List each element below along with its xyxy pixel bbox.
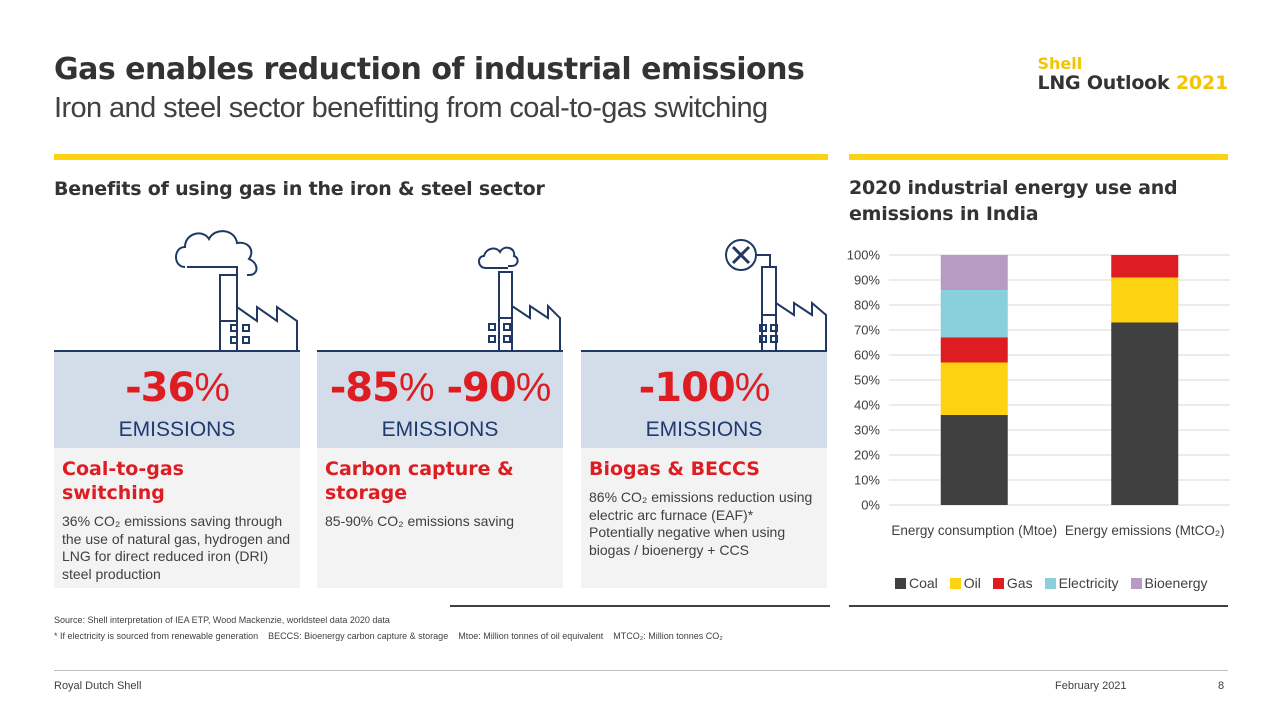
- brand-logo: Shell LNG Outlook 2021: [1037, 54, 1228, 94]
- emission-reduction-value: -36%: [125, 365, 230, 411]
- bar-segment-oil: [940, 362, 1008, 415]
- right-accent-bar: [849, 154, 1228, 160]
- bar-segment-coal: [940, 415, 1008, 505]
- legend-swatch: [895, 577, 906, 589]
- factory-cloud-small-icon: [478, 246, 561, 351]
- card-heading: Biogas & BECCS: [589, 458, 760, 480]
- y-tick-label: 70%: [854, 323, 880, 338]
- bar-segment-bioenergy: [940, 255, 1008, 290]
- right-heading-line1: 2020 industrial energy use and: [849, 177, 1178, 199]
- legend-item: Coal: [895, 575, 938, 591]
- card-carbon-capture: -85% -90% EMISSIONS Carbon capture & sto…: [317, 350, 563, 588]
- bar-segment-gas: [940, 337, 1008, 363]
- legend-swatch: [1130, 577, 1142, 589]
- right-divider: [849, 605, 1228, 607]
- footer-date: February 2021: [1055, 680, 1127, 692]
- legend-item: Oil: [949, 575, 981, 591]
- abbreviations-note: * If electricity is sourced from renewab…: [54, 631, 723, 641]
- chart-legend: Coal Oil Gas Electricity Bioenergy: [895, 575, 1208, 591]
- y-tick-label: 0%: [861, 498, 880, 513]
- bar-segment-coal: [1111, 322, 1179, 505]
- y-tick-label: 100%: [847, 248, 881, 263]
- card-heading: Coal-to-gas switching: [62, 458, 184, 504]
- legend-label: Bioenergy: [1144, 575, 1208, 591]
- legend-swatch: [992, 577, 1004, 589]
- factory-cloud-large-icon: [175, 230, 298, 351]
- card-description-panel: Carbon capture & storage 85-90% CO₂ emis…: [317, 448, 563, 588]
- y-tick-label: 10%: [854, 473, 880, 488]
- legend-label: Electricity: [1058, 575, 1119, 591]
- card-stat-panel: -100% EMISSIONS: [581, 350, 827, 448]
- x-tick-label: Energy consumption (Mtoe): [891, 523, 1057, 538]
- y-tick-label: 40%: [854, 398, 880, 413]
- right-heading-line2: emissions in India: [849, 203, 1039, 225]
- legend-item: Bioenergy: [1130, 575, 1208, 591]
- legend-item: Gas: [992, 575, 1033, 591]
- y-tick-label: 20%: [854, 448, 880, 463]
- card-stat-panel: -36% EMISSIONS: [54, 350, 300, 448]
- emissions-label: EMISSIONS: [645, 418, 763, 441]
- factory-cross-icon: [725, 239, 827, 351]
- card-biogas-beccs: -100% EMISSIONS Biogas & BECCS 86% CO₂ e…: [581, 350, 827, 588]
- legend-label: Oil: [963, 575, 981, 591]
- bar-segment-gas: [1111, 255, 1179, 278]
- bar-segment-electricity: [940, 290, 1008, 338]
- brand-year: 2021: [1175, 72, 1228, 94]
- card-description-panel: Biogas & BECCS 86% CO₂ emissions reducti…: [581, 448, 827, 588]
- emission-reduction-value: -100%: [638, 365, 771, 411]
- left-divider: [450, 605, 830, 607]
- legend-label: Gas: [1006, 575, 1033, 591]
- source-note: Source: Shell interpretation of IEA ETP,…: [54, 615, 390, 625]
- y-tick-label: 50%: [854, 373, 880, 388]
- card-heading: Carbon capture & storage: [325, 458, 514, 504]
- y-tick-label: 80%: [854, 298, 880, 313]
- y-tick-label: 90%: [854, 273, 880, 288]
- stacked-bar-chart: 0% 10% 20% 30% 40% 50% 60% 70% 80% 90% 100% Energy …: [847, 248, 1230, 538]
- left-accent-bar: [54, 154, 828, 160]
- card-body: 36% CO₂ emissions saving through the use…: [62, 513, 291, 582]
- legend-swatch: [1044, 577, 1056, 589]
- y-tick-label: 60%: [854, 348, 880, 363]
- card-coal-to-gas: -36% EMISSIONS Coal-to-gas switching 36%…: [54, 350, 300, 588]
- legend-swatch: [949, 577, 961, 589]
- brand-outlook-text: LNG Outlook: [1037, 72, 1170, 94]
- legend-item: Electricity: [1044, 575, 1119, 591]
- y-tick-label: 30%: [854, 423, 880, 438]
- card-body: 85-90% CO₂ emissions saving: [325, 513, 515, 529]
- emissions-label: EMISSIONS: [118, 418, 236, 441]
- right-section-heading: 2020 industrial energy use and emissions…: [849, 175, 1178, 227]
- footer-rule: [54, 670, 1228, 671]
- page-number: 8: [1218, 680, 1225, 692]
- emission-reduction-value: -85% -90%: [329, 365, 552, 411]
- company-name: Royal Dutch Shell: [54, 680, 142, 692]
- brand-outlook: LNG Outlook 2021: [1037, 73, 1228, 93]
- bar-segment-oil: [1111, 277, 1179, 323]
- page-subtitle: Iron and steel sector benefitting from c…: [54, 92, 768, 124]
- brand-shell: Shell: [1037, 54, 1083, 73]
- card-body: 86% CO₂ emissions reduction using electr…: [589, 489, 813, 558]
- card-stat-panel: -85% -90% EMISSIONS: [317, 350, 563, 448]
- x-tick-label: Energy emissions (MtCO₂): [1065, 523, 1225, 538]
- legend-label: Coal: [909, 575, 938, 591]
- left-section-heading: Benefits of using gas in the iron & stee…: [54, 178, 545, 200]
- card-description-panel: Coal-to-gas switching 36% CO₂ emissions …: [54, 448, 300, 588]
- emissions-label: EMISSIONS: [381, 418, 499, 441]
- page-title: Gas enables reduction of industrial emis…: [54, 52, 805, 87]
